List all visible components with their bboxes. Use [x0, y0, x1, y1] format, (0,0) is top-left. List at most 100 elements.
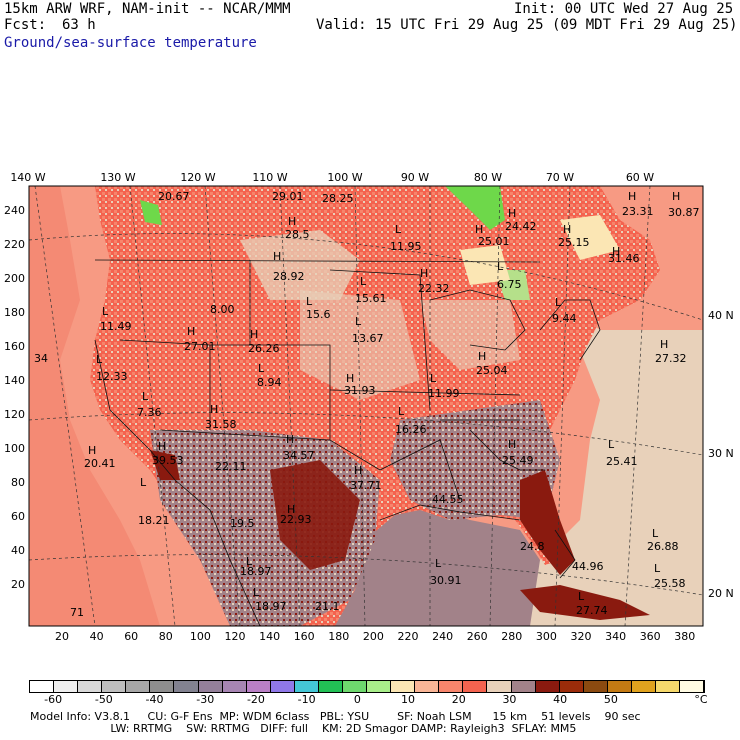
- bottom-axis-label: 360: [640, 630, 661, 643]
- extremum-value: 25.15: [558, 236, 590, 249]
- left-axis-label: 120: [4, 408, 25, 421]
- colorbar-swatch: [583, 681, 608, 692]
- extremum-value: 34: [34, 352, 48, 365]
- colorbar-label: 50: [603, 693, 618, 706]
- extremum-value: 31.93: [344, 384, 376, 397]
- extremum-value: 19.5: [230, 517, 255, 530]
- colorbar-swatch: [318, 681, 344, 692]
- extremum-value: 25.58: [654, 577, 686, 590]
- init-time: Init: 00 UTC Wed 27 Aug 25: [514, 1, 734, 17]
- extremum-value: 34.57: [283, 449, 315, 462]
- top-axis-label: 90 W: [401, 171, 429, 184]
- colorbar-swatch: [270, 681, 295, 692]
- top-axis-label: 70 W: [546, 171, 574, 184]
- extremum-marker: L: [555, 296, 562, 309]
- colorbar-label: -30: [196, 693, 215, 706]
- extremum-marker: L: [608, 438, 615, 451]
- bottom-axis-label: 220: [398, 630, 419, 643]
- extremum-value: 25.49: [502, 454, 534, 467]
- left-axis-label: 220: [4, 238, 25, 251]
- extremum-value: 6.75: [497, 278, 522, 291]
- bottom-axis-label: 100: [190, 630, 211, 643]
- forecast-hours: 63 h: [62, 17, 96, 33]
- florida-hot: [520, 470, 575, 575]
- extremum-value: 25.41: [606, 455, 638, 468]
- bottom-axis-label: 120: [225, 630, 246, 643]
- right-axis-label: 30 N: [708, 447, 734, 460]
- extremum-marker: L: [430, 372, 437, 385]
- top-axis-label: 60 W: [626, 171, 654, 184]
- colorbar-swatch: [559, 681, 584, 692]
- colorbar-label: -60: [44, 693, 63, 706]
- extremum-value: 15.61: [355, 292, 387, 305]
- colorbar-swatch: [656, 681, 681, 692]
- colorbar: [29, 680, 705, 693]
- left-axis-label: 20: [11, 578, 25, 591]
- extremum-value: 15.6: [306, 308, 331, 321]
- colorbar-swatch: [54, 681, 79, 692]
- extremum-value: 18.97: [240, 565, 272, 578]
- top-axis-label: 110 W: [252, 171, 287, 184]
- extremum-value: 25.04: [476, 364, 508, 377]
- top-axis-label: 130 W: [100, 171, 135, 184]
- left-axis-label: 140: [4, 374, 25, 387]
- bottom-axis-label: 60: [124, 630, 138, 643]
- extremum-marker: L: [140, 476, 147, 489]
- extremum-marker: H: [287, 503, 295, 516]
- colorbar-swatch: [367, 681, 392, 692]
- top-axis-label: 80 W: [474, 171, 502, 184]
- extremum-marker: L: [360, 275, 367, 288]
- bottom-axis-label: 140: [259, 630, 280, 643]
- axis-labels: 140 W 130 W 120 W 110 W 100 W 90 W 80 W 70 W 60 …: [4, 171, 734, 643]
- top-axis-label: 100 W: [327, 171, 362, 184]
- left-axis-label: 180: [4, 306, 25, 319]
- extremum-marker: L: [258, 362, 265, 375]
- extremum-marker: H: [88, 444, 96, 457]
- bottom-axis-label: 20: [55, 630, 69, 643]
- left-axis-label: 40: [11, 544, 25, 557]
- colorbar-label: -50: [94, 693, 113, 706]
- colorbar-swatch: [102, 681, 127, 692]
- bottom-axis-label: 300: [536, 630, 557, 643]
- extremum-marker: L: [435, 557, 442, 570]
- extremum-value: 11.99: [428, 387, 460, 400]
- colorbar-swatch: [126, 681, 151, 692]
- extremum-marker: H: [420, 267, 428, 280]
- extremum-marker: L: [398, 405, 405, 418]
- extremum-value: 44.96: [572, 560, 604, 573]
- extrema-labels: 20.67 29.01 28.25H28.5H28.92L11.95H25.01H2…: [34, 190, 700, 619]
- left-axis-label: 80: [11, 476, 25, 489]
- extremum-marker: H: [563, 223, 571, 236]
- extremum-value: 11.95: [390, 240, 422, 253]
- extremum-value: 37.71: [350, 479, 382, 492]
- extremum-marker: L: [652, 527, 659, 540]
- extremum-marker: H: [354, 464, 362, 477]
- cuba-hot: [520, 585, 650, 620]
- gulf-of-mexico: [330, 505, 540, 626]
- extremum-value: 24.8: [520, 540, 545, 553]
- extremum-marker: H: [187, 325, 195, 338]
- colorbar-swatch: [487, 681, 512, 692]
- extremum-marker: L: [96, 353, 103, 366]
- ontario-pale: [460, 245, 510, 285]
- extremum-marker: H: [286, 433, 294, 446]
- colorbar-swatch: [246, 681, 271, 692]
- extremum-value: 9.44: [552, 312, 577, 325]
- extremum-marker: H: [288, 215, 296, 228]
- model-info-line1: Model Info: V3.8.1 CU: G-F Ens MP: WDM 6…: [30, 710, 641, 723]
- colorbar-label: 40: [553, 693, 568, 706]
- left-axis-label: 200: [4, 272, 25, 285]
- extremum-marker: H: [612, 245, 620, 258]
- colorbar-swatch: [78, 681, 103, 692]
- extremum-marker: H: [158, 440, 166, 453]
- left-axis-label: 160: [4, 340, 25, 353]
- colorbar-label: 0: [353, 693, 361, 706]
- canada-cool-patch: [240, 230, 360, 300]
- bottom-axis-label: 280: [501, 630, 522, 643]
- colorbar-swatch: [511, 681, 536, 692]
- rockies-green: [140, 200, 162, 225]
- extremum-marker: H: [660, 338, 668, 351]
- colorbar-swatch: [415, 681, 440, 692]
- extremum-value: 24.42: [505, 220, 537, 233]
- extremum-marker: H: [475, 223, 483, 236]
